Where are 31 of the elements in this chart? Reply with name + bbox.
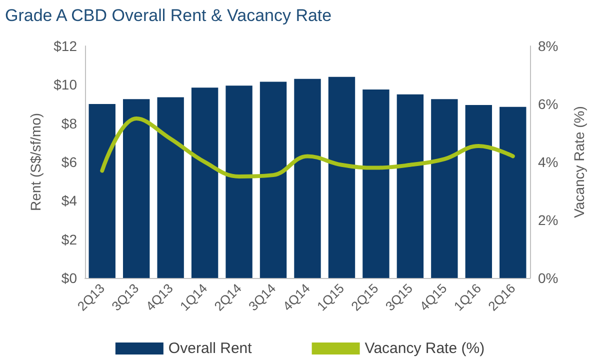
y2-tick-label: 6% [538, 96, 558, 112]
y-tick-label: $12 [54, 38, 78, 54]
y2-axis-title: Vacancy Rate (%) [571, 106, 587, 218]
bar [465, 104, 492, 278]
y2-tick-label: 0% [538, 270, 558, 286]
bar [122, 99, 150, 278]
bar [431, 99, 458, 278]
legend-label: Vacancy Rate (%) [364, 340, 485, 357]
bar [294, 78, 321, 278]
y-tick-label: $8 [61, 115, 78, 132]
bar [226, 86, 252, 278]
bar [396, 94, 424, 278]
y-tick-label: $4 [61, 192, 78, 209]
chart-title: Grade A CBD Overall Rent & Vacancy Rate [5, 6, 332, 25]
y-tick-label: $10 [54, 76, 78, 93]
y-tick-label: $6 [61, 154, 78, 170]
bar [500, 106, 526, 278]
y2-tick-label: 2% [538, 212, 558, 228]
legend-label: Overall Rent [168, 340, 253, 357]
y-tick-label: $2 [61, 231, 78, 248]
y-tick-label: $0 [61, 270, 78, 286]
bar [157, 97, 184, 278]
bar [362, 90, 390, 278]
bar [88, 104, 116, 278]
y2-tick-label: 8% [538, 38, 558, 54]
bar [191, 88, 218, 278]
bar [260, 82, 287, 278]
bar [328, 76, 356, 278]
line-series [100, 116, 515, 178]
y-axis-title: Rent (S$/sf/mo) [28, 112, 44, 212]
y2-tick-label: 4% [538, 154, 558, 170]
